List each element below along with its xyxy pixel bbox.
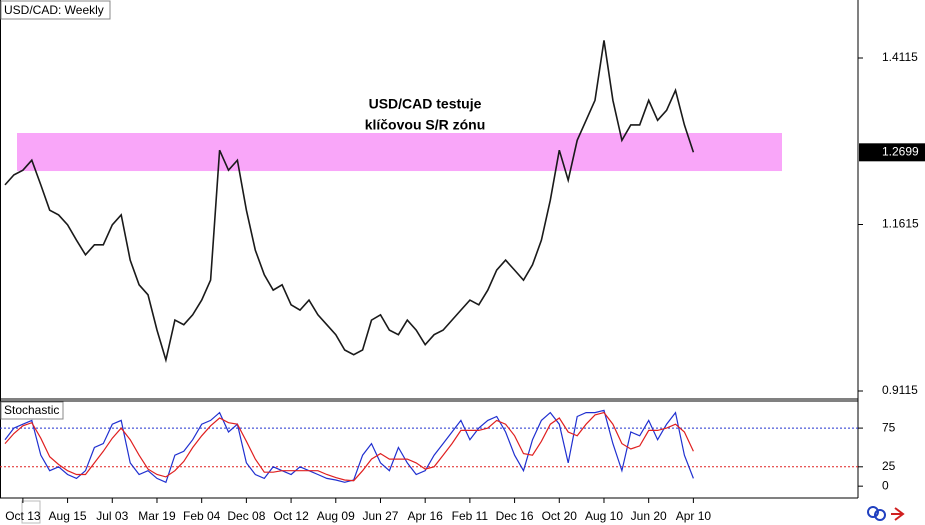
annotation: USD/CAD testuje bbox=[369, 96, 482, 112]
x-tick-label: Aug 09 bbox=[317, 509, 355, 523]
series-line bbox=[4, 409, 694, 484]
indicator-title-box bbox=[0, 401, 64, 420]
x-tick-label: Jun 20 bbox=[631, 509, 667, 523]
y-tick-label: 1.4115 bbox=[882, 50, 918, 64]
x-tick-label: Oct 20 bbox=[542, 509, 578, 523]
annotation: klíčovou S/R zónu bbox=[365, 117, 486, 133]
chart-title: USD/CAD: Weekly bbox=[4, 3, 104, 17]
toolbar-icons bbox=[867, 506, 905, 521]
x-tick-label: Feb 11 bbox=[452, 509, 489, 523]
x-tick-label: Apr 10 bbox=[676, 509, 712, 523]
x-tick-label: Feb 04 bbox=[183, 509, 221, 523]
current-price-label: 1.2699 bbox=[882, 144, 919, 158]
current-price-box bbox=[859, 143, 925, 162]
y-tick-label: 75 bbox=[882, 420, 896, 434]
y-tick-label: 0.9115 bbox=[882, 383, 918, 397]
x-tick-label: Apr 16 bbox=[408, 509, 444, 523]
indicator-title: Stochastic bbox=[4, 403, 59, 417]
x-tick-label: Oct 13 bbox=[5, 509, 41, 523]
x-tick-label: Jun 27 bbox=[362, 509, 398, 523]
y-tick-label: 25 bbox=[882, 459, 896, 473]
series-line bbox=[4, 40, 695, 364]
x-tick-label: Dec 08 bbox=[227, 509, 265, 523]
x-tick-label: Aug 15 bbox=[49, 509, 87, 523]
icon[interactable] bbox=[867, 506, 879, 518]
x-tick-label: Aug 10 bbox=[585, 509, 623, 523]
y-tick-label: 0 bbox=[882, 478, 889, 492]
series-line bbox=[4, 411, 694, 482]
x-tick-label: Oct 12 bbox=[273, 509, 309, 523]
x-tick-label: Mar 19 bbox=[138, 509, 176, 523]
y-tick-label: 1.1615 bbox=[882, 217, 919, 231]
sr-zone bbox=[17, 132, 782, 172]
x-tick-label: Dec 16 bbox=[496, 509, 534, 523]
icon[interactable] bbox=[874, 509, 886, 521]
title-box bbox=[0, 0, 111, 20]
icon[interactable] bbox=[891, 507, 905, 521]
x-tick-label: Jul 03 bbox=[96, 509, 128, 523]
scroll-marker[interactable] bbox=[21, 500, 41, 524]
